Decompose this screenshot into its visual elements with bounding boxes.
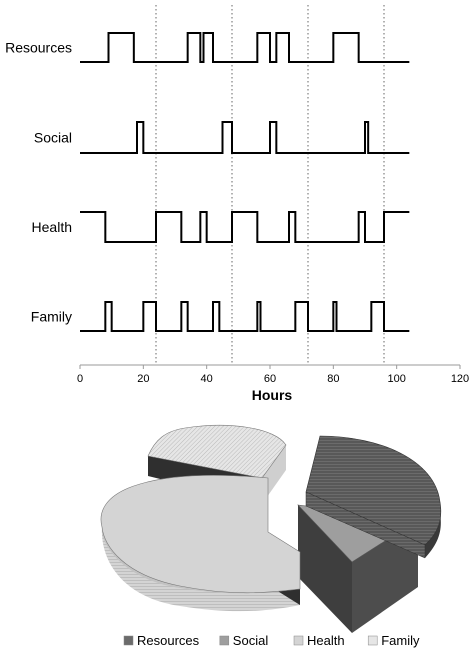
series-labels: Resources Social Health Family bbox=[5, 40, 72, 325]
legend-label-social: Social bbox=[233, 633, 269, 648]
series-trace-health bbox=[80, 211, 410, 243]
legend-swatch-resources bbox=[123, 635, 134, 646]
legend-label-health: Health bbox=[307, 633, 345, 648]
x-axis-ticks: 0 20 40 60 80 100 120 bbox=[77, 365, 469, 385]
series-label-family: Family bbox=[31, 309, 72, 325]
timeline-chart: Resources Social Health Family 0 20 40 60 80 100… bbox=[5, 5, 469, 403]
series-trace-resources bbox=[80, 32, 410, 63]
legend-swatch-health bbox=[293, 635, 304, 646]
legend-label-resources: Resources bbox=[137, 633, 200, 648]
pie-slice-resources bbox=[305, 435, 442, 559]
x-tick-label-0: 0 bbox=[77, 373, 83, 385]
x-tick-label-60: 60 bbox=[264, 373, 276, 385]
x-tick-label-120: 120 bbox=[451, 373, 469, 385]
x-tick-label-40: 40 bbox=[201, 373, 213, 385]
x-tick-label-100: 100 bbox=[387, 373, 405, 385]
legend-swatch-social bbox=[219, 635, 230, 646]
series-trace-social bbox=[80, 121, 410, 154]
x-tick-label-20: 20 bbox=[137, 373, 149, 385]
x-tick-label-80: 80 bbox=[327, 373, 339, 385]
series-label-resources: Resources bbox=[5, 40, 72, 56]
series-label-health: Health bbox=[32, 219, 72, 235]
pie-legend: Resources Social Health Family bbox=[123, 633, 420, 648]
pie-chart: Resources Social Health Family bbox=[100, 425, 442, 648]
legend-swatch-family bbox=[367, 635, 378, 646]
legend-label-family: Family bbox=[381, 633, 420, 648]
series-traces bbox=[80, 32, 410, 332]
series-trace-family bbox=[80, 301, 410, 332]
pie-slice-health bbox=[100, 475, 301, 612]
x-axis-title: Hours bbox=[252, 387, 293, 403]
series-label-social: Social bbox=[34, 130, 72, 146]
